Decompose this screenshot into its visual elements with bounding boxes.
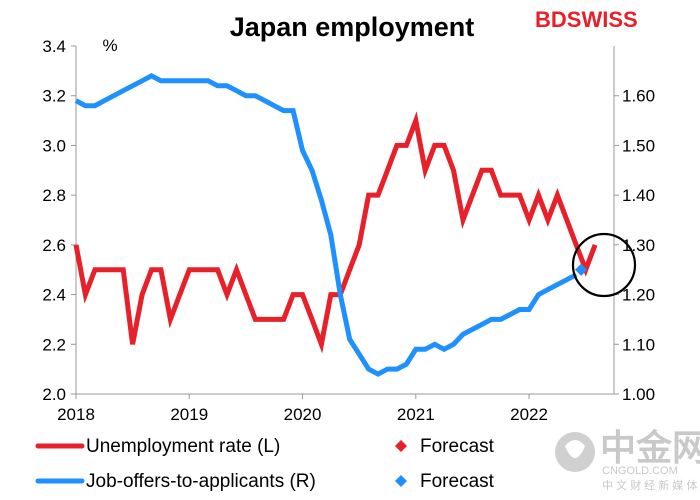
legend-swatch-job-offers-forecast (395, 475, 407, 487)
left-axis-ticks: 2.0 2.2 2.4 2.6 2.8 3.0 3.2 3.4 (42, 37, 76, 404)
legend-label-unemployment: Unemployment rate (L) (86, 436, 280, 457)
x-tick-label: 2020 (284, 405, 322, 424)
chart-title: Japan employment (230, 12, 475, 42)
legend: Unemployment rate (L) Forecast Job-offer… (35, 436, 495, 492)
right-axis-ticks: 1.001.101.201.301.401.501.60 (614, 87, 655, 404)
left-tick-label: 3.0 (42, 136, 66, 155)
legend-label-job-offers-forecast: Forecast (420, 471, 495, 492)
bdswiss-logo: BDSWISS (535, 7, 638, 32)
right-tick-label: 1.00 (622, 385, 655, 404)
series-lines (73, 72, 598, 377)
x-tick-label: 2022 (510, 405, 548, 424)
cngold-watermark: 中金网 CNGOLD.COM 中 文 财 经 新 媒 体 (555, 427, 700, 492)
left-axis-unit-label: % (102, 36, 117, 55)
left-tick-label: 2.8 (42, 186, 66, 205)
left-tick-label: 3.4 (42, 37, 66, 56)
job-offers-forecast-marker (575, 263, 588, 276)
right-tick-label: 1.20 (622, 286, 655, 305)
left-tick-label: 2.6 (42, 236, 66, 255)
x-tick-label: 2019 (170, 405, 208, 424)
watermark-url: CNGOLD.COM (602, 465, 678, 477)
right-tick-label: 1.50 (622, 136, 655, 155)
logo-text: BDSWISS (535, 7, 638, 32)
left-tick-label: 2.4 (42, 286, 66, 305)
x-tick-label: 2021 (397, 405, 435, 424)
legend-label-unemployment-forecast: Forecast (420, 436, 495, 457)
right-tick-label: 1.60 (622, 87, 655, 106)
x-axis-ticks: 2018 2019 2020 2021 2022 (57, 394, 548, 424)
watermark-emblem-heart (565, 440, 585, 458)
right-tick-label: 1.10 (622, 335, 655, 354)
left-tick-label: 3.2 (42, 87, 66, 106)
highlight-circle (571, 232, 637, 298)
left-tick-label: 2.0 (42, 385, 66, 404)
right-tick-label: 1.40 (622, 186, 655, 205)
unemployment-rate-line (73, 111, 598, 354)
axes (75, 46, 615, 395)
watermark-subtitle: 中 文 财 经 新 媒 体 (602, 478, 697, 492)
left-tick-label: 2.2 (42, 335, 66, 354)
x-tick-label: 2018 (57, 405, 95, 424)
forecast-points (575, 263, 588, 276)
legend-swatch-unemployment-forecast (395, 440, 407, 452)
job-offers-line (74, 72, 578, 377)
legend-label-job-offers: Job-offers-to-applicants (R) (86, 471, 316, 492)
watermark-cn-text: 中金网 (600, 427, 700, 469)
